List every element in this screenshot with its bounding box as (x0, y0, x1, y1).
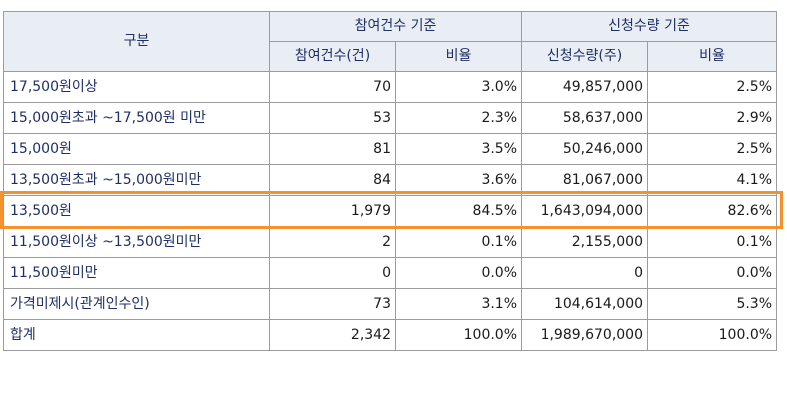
subscription-ratio-cell: 82.6% (647, 195, 778, 227)
table-body: 17,500원이상 70 3.0% 49,857,000 2.5% 15,000… (3, 71, 778, 351)
table-row: 11,500원미만 0 0.0% 0 0.0% (3, 257, 778, 289)
subscription-ratio-cell: 2.5% (647, 133, 778, 165)
table-row: 17,500원이상 70 3.0% 49,857,000 2.5% (3, 71, 778, 103)
row-label: 13,500원 (3, 195, 270, 227)
participation-ratio-cell: 0.0% (394, 257, 523, 289)
participation-count-cell: 84 (269, 164, 396, 196)
table-row: 가격미제시(관계인수인) 73 3.1% 104,614,000 5.3% (3, 288, 778, 320)
participation-count-cell: 2 (269, 226, 396, 258)
subscription-qty-cell: 2,155,000 (521, 226, 649, 258)
subscription-qty-cell: 1,989,670,000 (521, 319, 649, 351)
subscription-ratio-cell: 0.0% (647, 257, 778, 289)
row-label: 합계 (3, 319, 270, 351)
row-label: 15,000원초과 ~17,500원 미만 (3, 102, 270, 134)
header-row-groups: 구분 참여건수 기준 신청수량 기준 (3, 11, 778, 72)
subscription-qty-cell: 1,643,094,000 (521, 195, 649, 227)
subscription-ratio-cell: 0.1% (647, 226, 778, 258)
participation-ratio-cell: 3.6% (394, 164, 523, 196)
subscription-qty-cell: 50,246,000 (521, 133, 649, 165)
participation-count-cell: 0 (269, 257, 396, 289)
participation-ratio-cell: 3.1% (394, 288, 523, 320)
demand-forecast-table: 구분 참여건수 기준 신청수량 기준 참여건수(건) 비율 신청수량(주) 비율… (3, 11, 778, 351)
row-label: 11,500원미만 (3, 257, 270, 289)
row-label: 13,500원초과 ~15,000원미만 (3, 164, 270, 196)
subscription-qty-cell: 58,637,000 (521, 102, 649, 134)
header-row-columns: 참여건수(건) 비율 신청수량(주) 비율 (4, 41, 778, 72)
participation-ratio-cell: 0.1% (394, 226, 523, 258)
header-group-participation: 참여건수 기준 (268, 11, 523, 42)
header-group-subscription: 신청수량 기준 (521, 11, 778, 42)
row-label: 15,000원 (3, 133, 270, 165)
participation-ratio-cell: 2.3% (394, 102, 523, 134)
subscription-qty-cell: 0 (521, 257, 649, 289)
table-header: 구분 참여건수 기준 신청수량 기준 참여건수(건) 비율 신청수량(주) 비율 (3, 11, 778, 72)
row-label: 11,500원이상 ~13,500원미만 (3, 226, 270, 258)
subscription-ratio-cell: 5.3% (647, 288, 778, 320)
subscription-qty-cell: 49,857,000 (521, 71, 649, 103)
header-subscription-ratio: 비율 (647, 41, 778, 72)
subscription-ratio-cell: 2.5% (647, 71, 778, 103)
participation-count-cell: 73 (269, 288, 396, 320)
participation-count-cell: 70 (269, 71, 396, 103)
participation-count-cell: 1,979 (269, 195, 396, 227)
table-row-total: 합계 2,342 100.0% 1,989,670,000 100.0% (3, 319, 778, 351)
participation-count-cell: 2,342 (269, 319, 396, 351)
subscription-ratio-cell: 100.0% (647, 319, 778, 351)
table-row-highlighted: 13,500원 1,979 84.5% 1,643,094,000 82.6% (3, 195, 778, 227)
participation-ratio-cell: 3.0% (394, 71, 523, 103)
header-participation-count: 참여건수(건) (269, 41, 396, 72)
header-category: 구분 (3, 11, 270, 72)
participation-count-cell: 53 (269, 102, 396, 134)
header-subscription-qty: 신청수량(주) (521, 41, 649, 72)
row-label: 17,500원이상 (3, 71, 270, 103)
table-row: 13,500원초과 ~15,000원미만 84 3.6% 81,067,000 … (3, 164, 778, 196)
subscription-qty-cell: 104,614,000 (521, 288, 649, 320)
participation-ratio-cell: 100.0% (394, 319, 523, 351)
subscription-qty-cell: 81,067,000 (521, 164, 649, 196)
subscription-ratio-cell: 4.1% (647, 164, 778, 196)
table-row: 15,000원 81 3.5% 50,246,000 2.5% (3, 133, 778, 165)
participation-count-cell: 81 (269, 133, 396, 165)
header-participation-ratio: 비율 (394, 41, 523, 72)
table-row: 15,000원초과 ~17,500원 미만 53 2.3% 58,637,000… (3, 102, 778, 134)
subscription-ratio-cell: 2.9% (647, 102, 778, 134)
table-row: 11,500원이상 ~13,500원미만 2 0.1% 2,155,000 0.… (3, 226, 778, 258)
participation-ratio-cell: 84.5% (394, 195, 523, 227)
participation-ratio-cell: 3.5% (394, 133, 523, 165)
row-label: 가격미제시(관계인수인) (3, 288, 270, 320)
